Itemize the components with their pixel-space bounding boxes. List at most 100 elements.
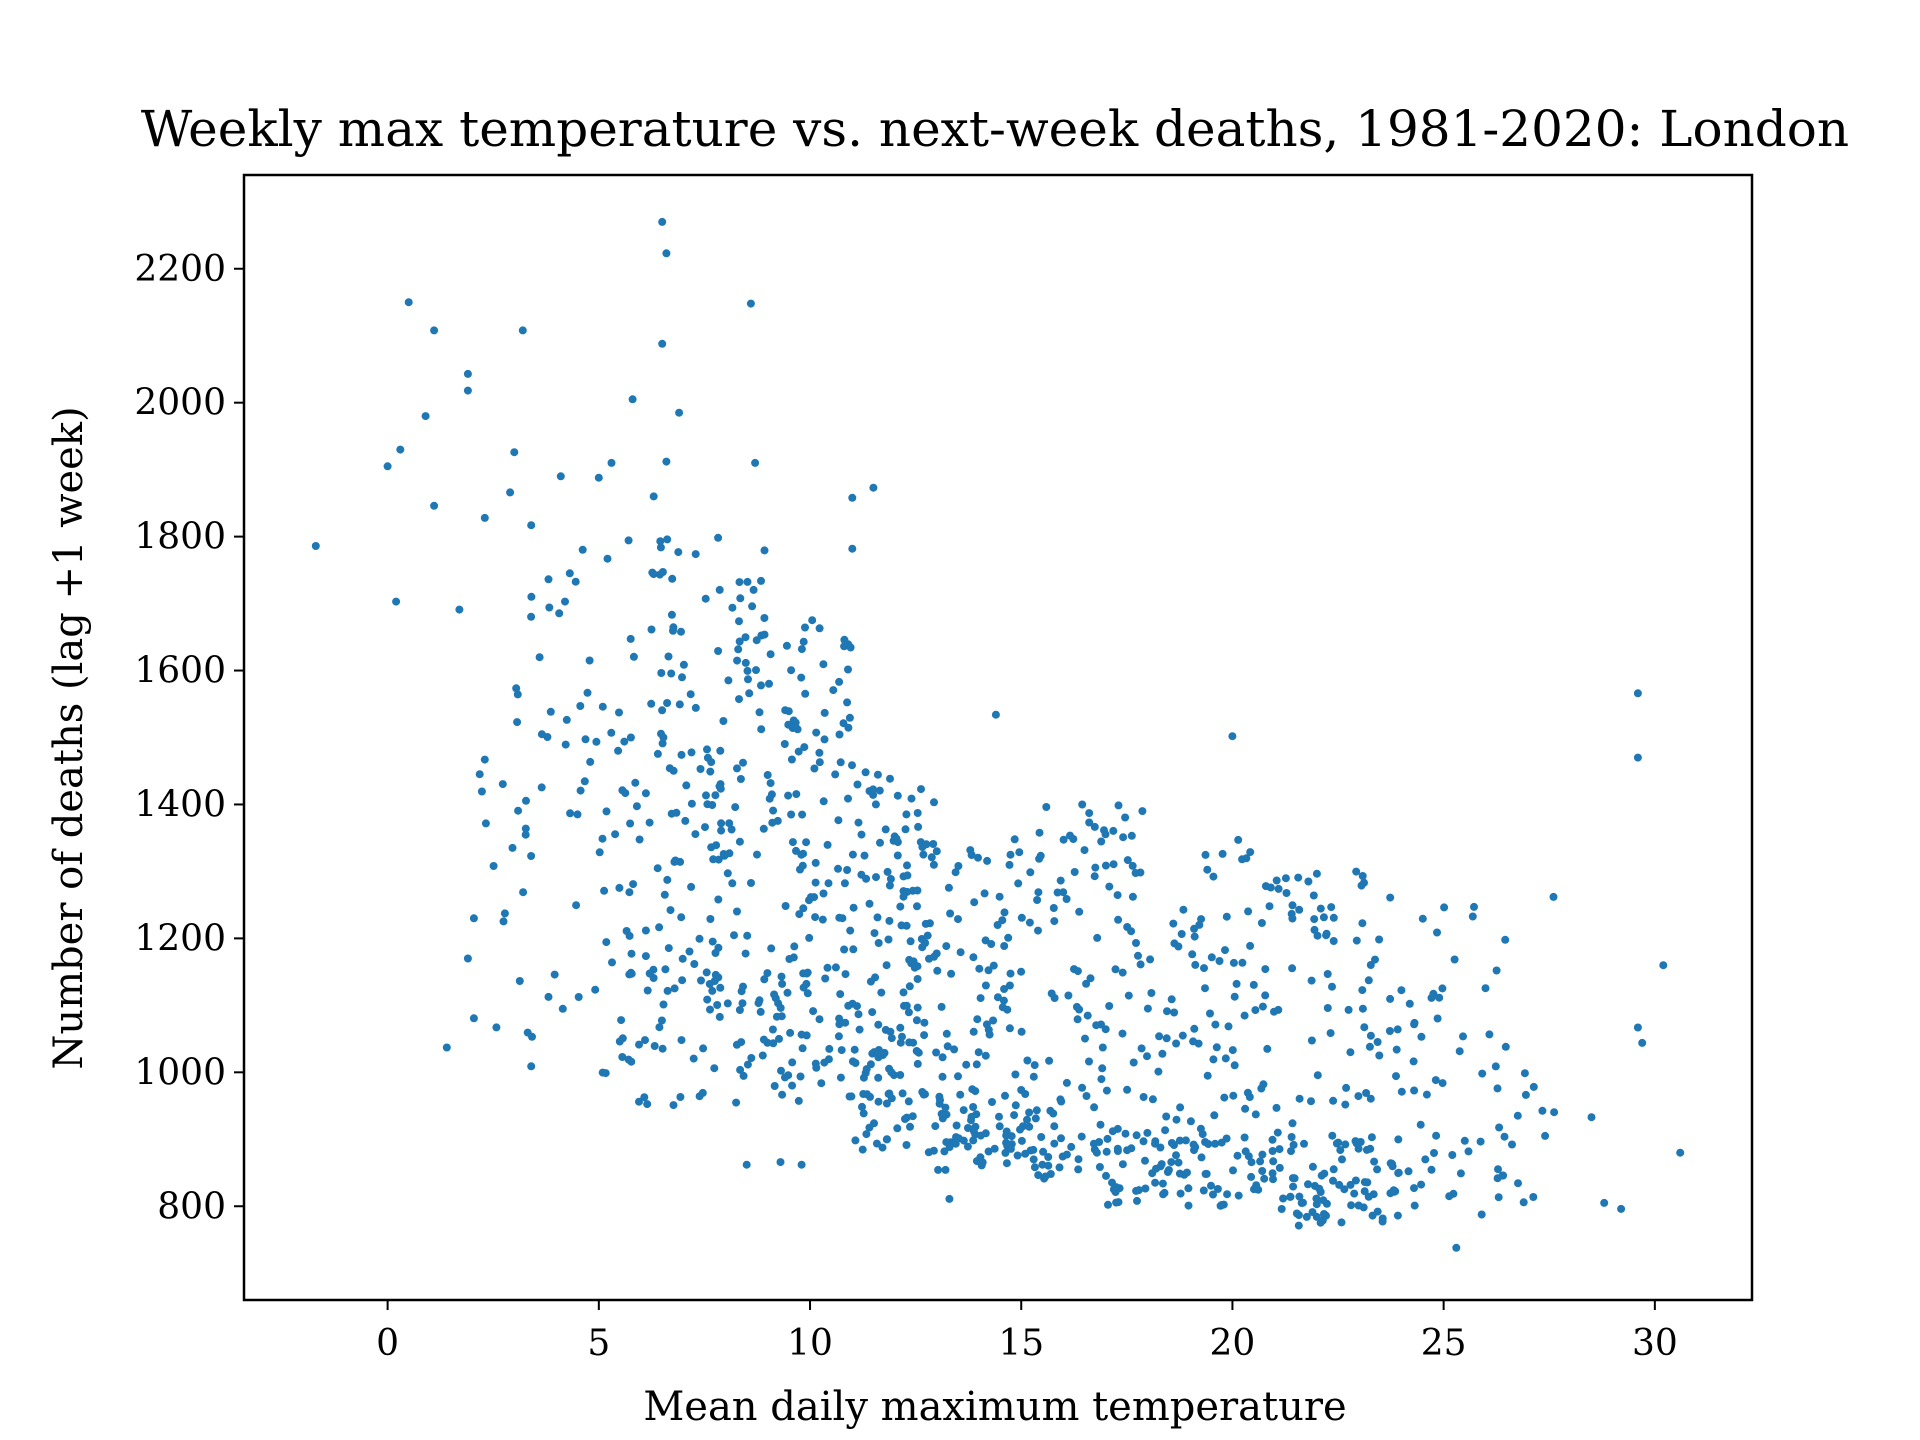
scatter-point <box>618 1053 627 1061</box>
scatter-point <box>1074 1155 1083 1164</box>
scatter-point <box>1326 1029 1335 1038</box>
scatter-point <box>663 875 672 884</box>
scatter-point <box>1410 1201 1419 1210</box>
scatter-point <box>942 942 951 951</box>
scatter-point <box>620 737 629 746</box>
scatter-point <box>1366 961 1375 969</box>
scatter-point <box>555 609 564 618</box>
scatter-point <box>537 730 546 739</box>
scatter-point <box>1034 888 1043 897</box>
scatter-point <box>714 647 723 655</box>
scatter-point <box>883 867 892 876</box>
scatter-point <box>1091 863 1100 872</box>
scatter-point <box>969 1127 978 1136</box>
scatter-point <box>1222 912 1231 921</box>
scatter-point <box>546 707 555 716</box>
scatter-point <box>723 999 732 1008</box>
scatter-point <box>805 933 814 942</box>
scatter-point <box>1147 989 1156 997</box>
scatter-point <box>881 825 890 834</box>
scatter-point <box>967 1112 976 1121</box>
scatter-point <box>561 740 570 749</box>
scatter-point <box>1025 1122 1034 1131</box>
scatter-point <box>998 1003 1007 1012</box>
scatter-point <box>603 554 612 563</box>
scatter-point <box>759 824 768 833</box>
scatter-point <box>1452 1243 1461 1252</box>
scatter-point <box>968 1085 977 1094</box>
x-tick-label: 30 <box>1632 1323 1678 1364</box>
scatter-point <box>1098 1064 1107 1073</box>
scatter-point <box>660 890 669 899</box>
scatter-point <box>1421 1155 1430 1164</box>
scatter-point <box>1082 979 1091 988</box>
scatter-point <box>1021 1149 1030 1158</box>
scatter-point <box>768 1025 777 1034</box>
scatter-point <box>658 339 667 348</box>
scatter-point <box>611 830 620 839</box>
scatter-point <box>463 954 472 963</box>
scatter-point <box>913 1003 922 1012</box>
scatter-point <box>1310 1181 1319 1190</box>
scatter-point <box>1386 893 1395 902</box>
scatter-point <box>1397 986 1406 995</box>
scatter-point <box>831 770 840 779</box>
scatter-point <box>506 488 515 497</box>
scatter-point <box>1319 913 1328 922</box>
scatter-point <box>655 923 664 932</box>
plot-frame <box>242 173 1754 1302</box>
scatter-point <box>1035 828 1044 837</box>
data-points <box>311 217 1685 1252</box>
scatter-point <box>797 1160 806 1169</box>
scatter-point <box>1211 1139 1220 1148</box>
scatter-point <box>614 746 623 755</box>
scatter-point <box>1438 984 1447 993</box>
scatter-point <box>1191 960 1200 969</box>
scatter-point <box>1295 1094 1304 1103</box>
scatter-point <box>1417 1180 1426 1189</box>
scatter-point <box>1261 965 1270 974</box>
scatter-point <box>825 1044 834 1053</box>
scatter-point <box>855 1025 864 1034</box>
scatter-point <box>1212 1043 1221 1052</box>
scatter-point <box>743 577 752 586</box>
scatter-point <box>872 1139 881 1148</box>
scatter-point <box>834 816 843 825</box>
scatter-point <box>896 1038 905 1047</box>
scatter-point <box>421 412 430 421</box>
scatter-point <box>1600 1198 1609 1207</box>
scatter-point <box>1251 1110 1260 1119</box>
scatter-point <box>908 1112 917 1121</box>
scatter-point <box>643 986 652 995</box>
scatter-point <box>1246 941 1255 950</box>
scatter-point <box>972 1060 981 1069</box>
scatter-point <box>1017 1086 1026 1094</box>
scatter-point <box>871 800 880 809</box>
scatter-point <box>916 838 925 847</box>
scatter-point <box>963 1142 972 1151</box>
scatter-point <box>513 690 522 699</box>
scatter-point <box>672 808 681 817</box>
scatter-point <box>739 758 747 767</box>
scatter-point <box>909 1038 918 1047</box>
scatter-point <box>663 535 672 544</box>
scatter-point <box>659 1000 668 1009</box>
scatter-point <box>1360 1023 1369 1032</box>
scatter-point <box>1183 1168 1191 1177</box>
scatter-point <box>1172 1039 1181 1048</box>
scatter-point <box>1240 1011 1249 1020</box>
scatter-point <box>1174 1158 1183 1167</box>
scatter-point <box>975 964 984 973</box>
scatter-point <box>626 733 635 742</box>
scatter-point <box>1223 1190 1232 1199</box>
scatter-point <box>580 777 589 786</box>
scatter-point <box>629 652 638 661</box>
scatter-point <box>788 838 797 847</box>
scatter-point <box>1029 1155 1038 1164</box>
scatter-point <box>1290 1174 1299 1183</box>
scatter-point <box>1207 953 1216 962</box>
scatter-point <box>817 1079 826 1088</box>
scatter-point <box>657 669 666 677</box>
scatter-point <box>892 834 901 843</box>
scatter-point <box>866 977 875 986</box>
